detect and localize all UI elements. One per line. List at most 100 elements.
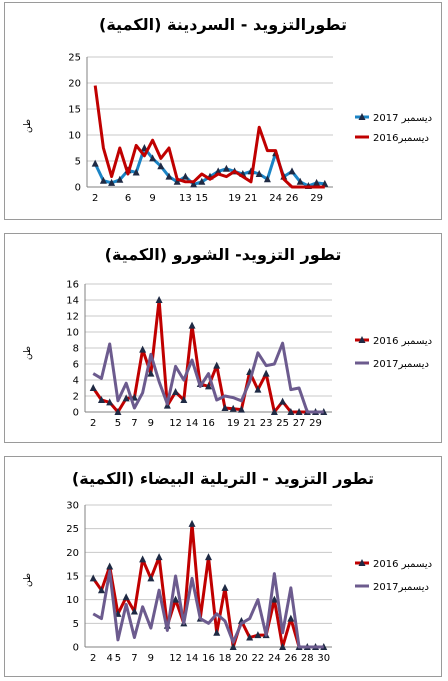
y-tick-label: 2 xyxy=(73,392,79,403)
legend-marker xyxy=(358,336,366,343)
x-tick-label: 4 xyxy=(107,653,113,664)
data-point xyxy=(287,614,295,622)
data-point xyxy=(213,361,221,369)
series-line xyxy=(91,298,324,414)
x-tick-label: 12 xyxy=(169,418,182,429)
data-point xyxy=(295,408,303,415)
series-line xyxy=(92,341,324,414)
data-point xyxy=(122,394,130,402)
data-point xyxy=(313,178,321,186)
chart-panel-sardine: تطورالتزويد - السردينة (الكمية) طن 0 5 10 1… xyxy=(4,2,442,220)
x-tick-label: 7 xyxy=(131,653,137,664)
x-tick-label: 2 xyxy=(90,653,96,664)
x-tick-label: 21 xyxy=(243,418,256,429)
x-tick-label: 26 xyxy=(286,193,299,204)
data-point xyxy=(89,384,97,391)
data-point xyxy=(99,176,107,184)
chart-panel-white-trevally: تطور التزويد - التريلية البيضاء (الكمية)… xyxy=(4,456,442,677)
y-tick-label: 12 xyxy=(66,312,79,323)
x-tick-label: 6 xyxy=(125,193,131,204)
data-point xyxy=(237,405,245,413)
y-tick-label: 8 xyxy=(73,344,79,355)
y-tick-label: 0 xyxy=(73,408,79,419)
legend-label: ديسمبر 2017 xyxy=(373,113,432,124)
x-tick-label: 14 xyxy=(186,418,199,429)
x-tick-label: 27 xyxy=(293,418,306,429)
data-point xyxy=(288,167,296,175)
x-tick-label: 20 xyxy=(235,653,248,664)
data-point xyxy=(287,408,295,415)
data-point xyxy=(188,519,196,527)
data-point xyxy=(246,633,254,641)
data-point xyxy=(229,404,237,412)
series-line xyxy=(93,85,325,189)
data-point xyxy=(198,177,206,185)
y-tick-label: 20 xyxy=(68,79,81,90)
chart-title: تطور التزويد- الشورو (الكمية) xyxy=(104,245,342,264)
data-point xyxy=(114,408,122,415)
data-point xyxy=(181,172,189,180)
x-tick-label: 28 xyxy=(301,653,314,664)
y-tick-label: 10 xyxy=(66,328,79,339)
series-line xyxy=(92,522,324,649)
x-tick-label: 9 xyxy=(148,418,154,429)
x-tick-label: 13 xyxy=(179,193,192,204)
chart-title: تطور التزويد - التريلية البيضاء (الكمية) xyxy=(71,469,375,488)
y-tick-label: 0 xyxy=(73,643,79,654)
data-point xyxy=(255,170,263,177)
data-point xyxy=(221,404,229,411)
data-point xyxy=(229,643,237,650)
data-point xyxy=(157,162,165,170)
data-point xyxy=(214,167,222,175)
data-point xyxy=(97,586,105,594)
x-tick-label: 25 xyxy=(276,418,289,429)
data-point xyxy=(321,179,329,187)
data-point xyxy=(221,583,229,591)
data-point xyxy=(205,382,212,390)
legend-marker xyxy=(358,113,366,120)
data-point xyxy=(279,397,287,405)
legend-label: ديسمبر2017 xyxy=(373,359,429,370)
data-point xyxy=(89,574,97,582)
x-tick-label: 24 xyxy=(268,653,281,664)
data-point xyxy=(130,607,138,615)
x-tick-label: 15 xyxy=(195,193,208,204)
data-point xyxy=(165,172,173,180)
data-point xyxy=(91,159,99,167)
x-tick-label: 26 xyxy=(284,653,297,664)
data-point xyxy=(222,164,230,172)
x-tick-label: 16 xyxy=(202,653,215,664)
data-point xyxy=(147,574,155,582)
x-tick-label: 2 xyxy=(90,418,96,429)
x-tick-label: 18 xyxy=(219,653,232,664)
data-point xyxy=(172,595,180,603)
data-point xyxy=(172,388,180,395)
data-point xyxy=(139,555,147,563)
x-tick-label: 5 xyxy=(115,418,121,429)
x-tick-label: 24 xyxy=(269,193,282,204)
y-tick-label: 4 xyxy=(73,376,79,387)
data-point xyxy=(262,369,270,377)
legend-label: ديسمبر2016 xyxy=(373,133,429,144)
data-point xyxy=(173,177,181,185)
data-point xyxy=(270,408,278,415)
y-tick-label: 25 xyxy=(68,53,81,64)
data-point xyxy=(149,154,157,162)
legend-label: ديسمبر 2016 xyxy=(373,336,432,347)
data-point xyxy=(139,345,147,353)
data-point xyxy=(155,553,163,561)
y-tick-label: 30 xyxy=(66,501,79,512)
data-point xyxy=(296,177,304,185)
x-tick-label: 19 xyxy=(227,418,240,429)
legend-marker xyxy=(358,559,366,566)
data-point xyxy=(270,595,278,603)
data-point xyxy=(132,168,140,176)
data-point xyxy=(190,180,198,188)
x-tick-label: 29 xyxy=(310,193,323,204)
x-tick-label: 22 xyxy=(252,653,265,664)
data-point xyxy=(155,296,163,303)
data-point xyxy=(180,396,188,403)
